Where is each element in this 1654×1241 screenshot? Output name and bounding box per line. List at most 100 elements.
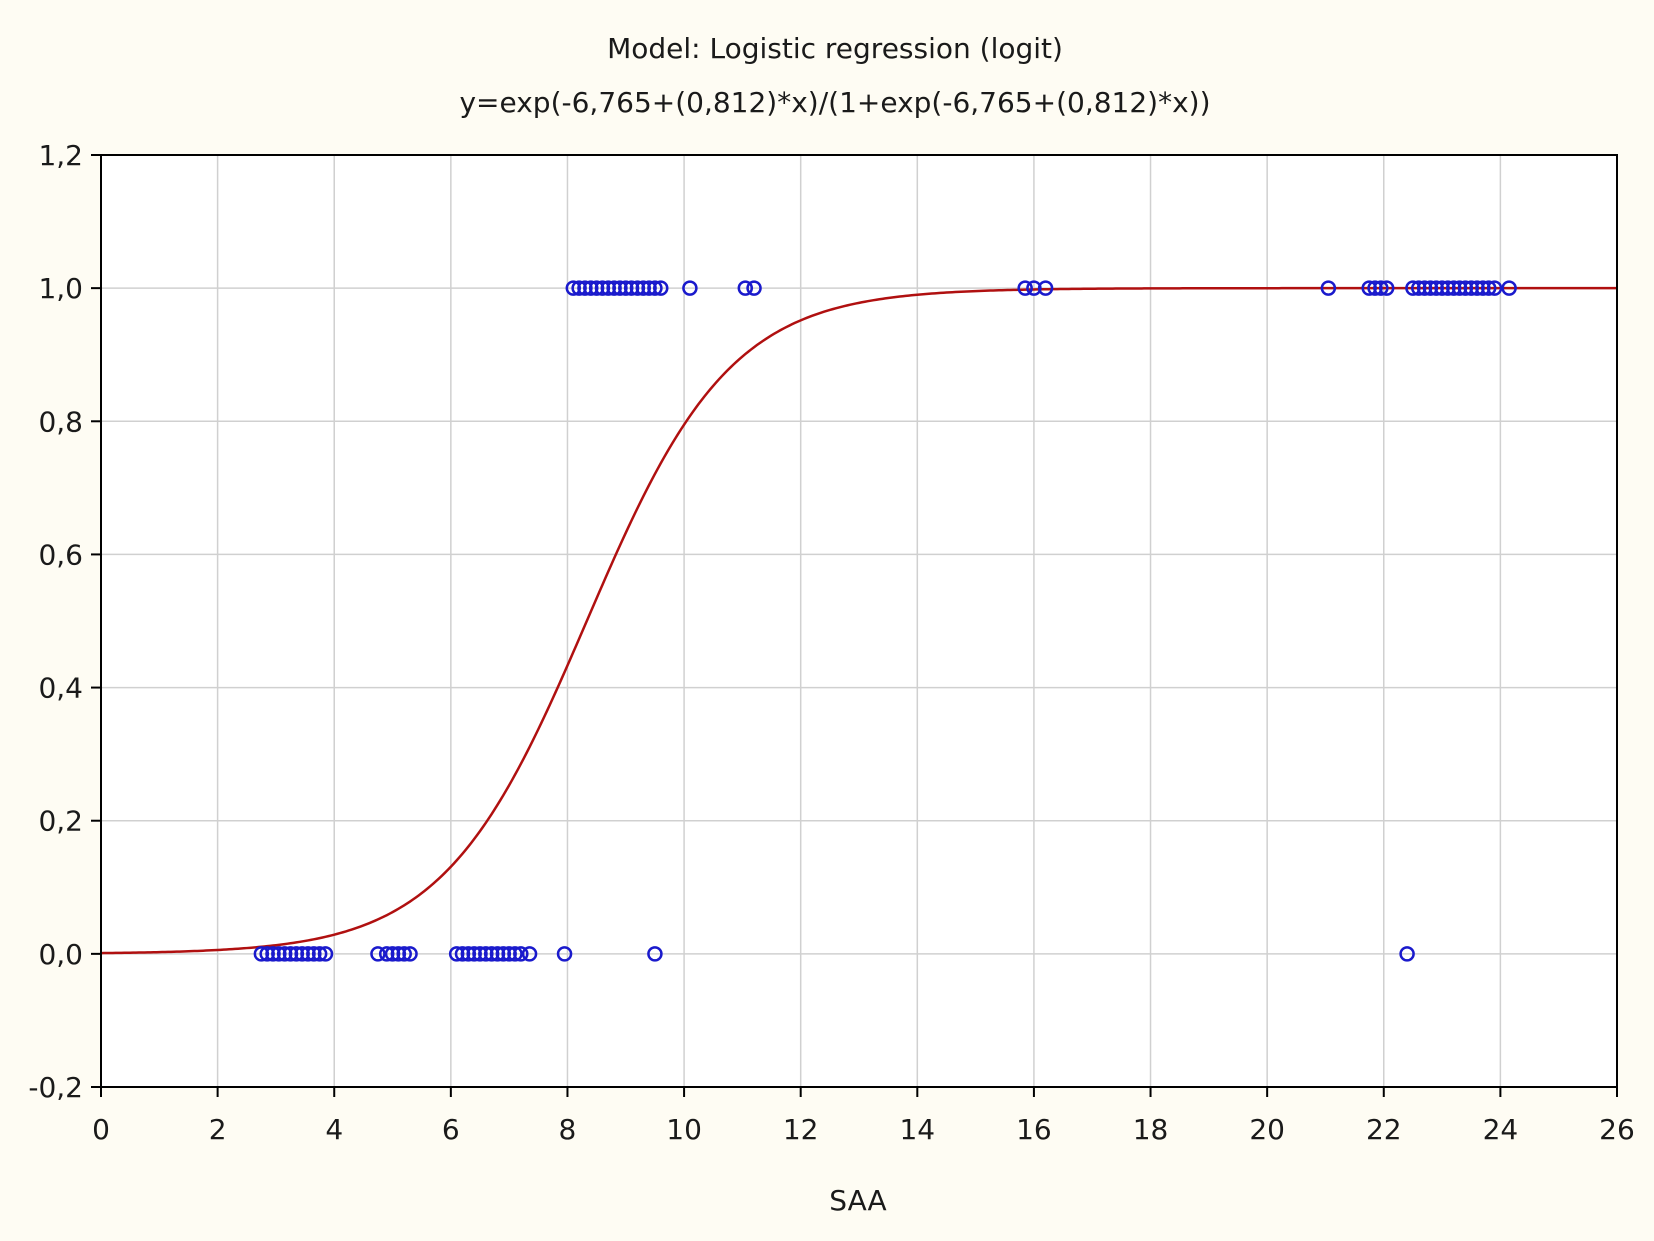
y-tick-label: 0,8 — [38, 405, 83, 438]
data-point — [641, 280, 657, 296]
data-point — [288, 946, 305, 962]
data-point — [1457, 280, 1474, 296]
data-point — [647, 946, 663, 962]
grid-lines — [101, 155, 1617, 1087]
data-point — [612, 280, 628, 296]
data-point — [1463, 280, 1479, 296]
data-point — [1486, 280, 1503, 296]
data-point — [1416, 280, 1433, 296]
data-point — [1434, 280, 1450, 296]
data-point — [588, 280, 605, 296]
data-point — [1405, 280, 1421, 296]
plot-area — [101, 155, 1617, 1087]
data-point — [600, 280, 617, 296]
x-tick-label: 6 — [442, 1113, 460, 1146]
data-point — [682, 280, 698, 296]
data-point — [259, 946, 275, 962]
data-point — [1367, 280, 1383, 296]
x-tick-label: 22 — [1366, 1113, 1402, 1146]
data-point — [1469, 280, 1485, 296]
data-point — [1440, 280, 1456, 296]
data-point — [737, 280, 754, 296]
data-point — [583, 280, 599, 296]
data-point — [521, 946, 538, 962]
x-axis-label: SAA — [829, 1184, 886, 1217]
data-point — [483, 946, 500, 962]
chart-subtitle: y=exp(-6,765+(0,812)*x)/(1+exp(-6,765+(0… — [459, 86, 1210, 119]
data-point — [1361, 280, 1377, 296]
data-point — [629, 280, 646, 296]
data-point — [618, 280, 634, 296]
data-point — [306, 946, 322, 962]
data-point — [1480, 280, 1497, 296]
data-point — [1026, 280, 1042, 296]
x-tick-label: 20 — [1249, 1113, 1285, 1146]
y-tick-label: -0,2 — [28, 1071, 83, 1104]
data-point — [253, 946, 270, 962]
data-point — [271, 946, 287, 962]
data-point — [606, 280, 622, 296]
data-point — [1399, 946, 1415, 962]
data-point — [746, 280, 762, 296]
data-point — [495, 946, 512, 962]
x-tick-label: 8 — [559, 1113, 577, 1146]
data-point — [460, 946, 477, 962]
data-point — [454, 946, 471, 962]
y-tick-label: 1,2 — [38, 139, 83, 172]
data-point — [556, 946, 573, 962]
data-point — [390, 946, 407, 962]
data-point — [1422, 280, 1439, 296]
data-point — [1445, 280, 1462, 296]
data-point — [501, 946, 517, 962]
x-tick-label: 4 — [325, 1113, 343, 1146]
data-point — [513, 946, 529, 962]
data-point — [317, 946, 334, 962]
y-tick-label: 0,6 — [38, 538, 83, 571]
data-point — [1378, 280, 1395, 296]
data-point — [653, 280, 669, 296]
data-point — [647, 280, 663, 296]
data-point — [635, 280, 652, 296]
plot-frame — [100, 154, 1618, 1088]
data-point — [1373, 280, 1389, 296]
x-tick-label: 12 — [783, 1113, 819, 1146]
y-tick-label: 0,2 — [38, 805, 83, 838]
data-point — [276, 946, 293, 962]
data-point — [1037, 280, 1054, 296]
data-point — [472, 946, 488, 962]
data-point — [384, 946, 401, 962]
fitted-logistic-curve — [100, 286, 1617, 955]
data-point — [577, 280, 593, 296]
x-tick-label: 0 — [92, 1113, 110, 1146]
data-point — [478, 946, 494, 962]
x-tick-label: 16 — [1016, 1113, 1052, 1146]
axes — [91, 154, 1618, 1097]
x-tick-label: 26 — [1599, 1113, 1635, 1146]
data-point — [311, 946, 328, 962]
y-tick-label: 1,0 — [38, 272, 83, 305]
x-tick-label: 24 — [1483, 1113, 1519, 1146]
data-point — [623, 280, 640, 296]
data-point — [1501, 280, 1517, 296]
chart-title: Model: Logistic regression (logit) — [607, 32, 1063, 65]
data-point — [448, 946, 465, 962]
y-tick-label: 0,0 — [38, 938, 83, 971]
data-point — [1017, 280, 1033, 296]
x-tick-label: 18 — [1133, 1113, 1169, 1146]
data-point — [571, 280, 587, 296]
data-point — [489, 946, 506, 962]
data-point — [378, 946, 395, 962]
data-point — [1411, 280, 1427, 296]
data-point — [402, 946, 418, 962]
data-point — [594, 280, 611, 296]
tick-labels: 0 2 4 6 8 10 12 14 16 18 20 22 24 26-0,20,00,20,40,60… — [28, 139, 1634, 1146]
data-point — [282, 946, 299, 962]
x-tick-label: 10 — [666, 1113, 702, 1146]
data-point — [294, 946, 310, 962]
data-point — [466, 946, 482, 962]
data-point — [396, 946, 412, 962]
x-tick-label: 2 — [209, 1113, 227, 1146]
data-point — [300, 946, 316, 962]
